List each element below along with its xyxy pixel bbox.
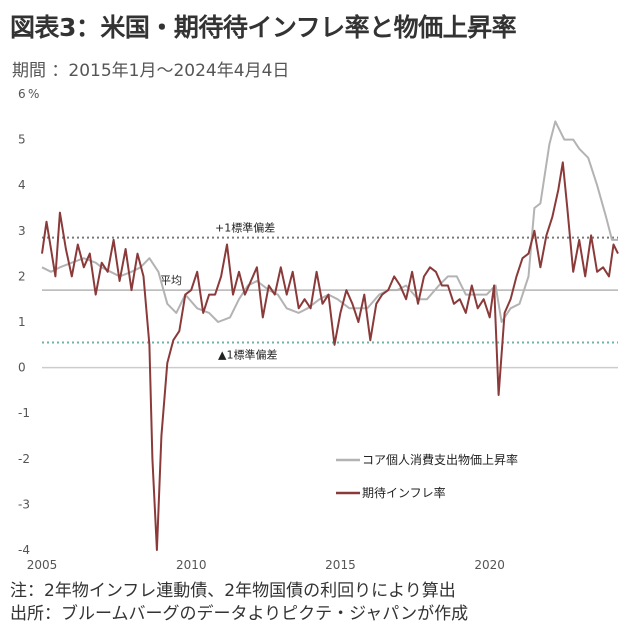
reference-label-1: 平均 bbox=[160, 274, 182, 287]
x-tick-label: 2010 bbox=[176, 558, 207, 572]
y-tick-label: -1 bbox=[18, 406, 30, 420]
y-tick-label: 6 bbox=[18, 87, 26, 101]
y-unit-label: % bbox=[28, 87, 39, 101]
y-tick-label: 1 bbox=[18, 315, 26, 329]
footer-notes: 注：2年物インフレ連動債、2年物国債の利回りにより算出 出所：ブルームバーグのデ… bbox=[10, 580, 468, 626]
x-tick-label: 2020 bbox=[474, 558, 505, 572]
x-tick-label: 2015 bbox=[325, 558, 356, 572]
y-tick-label: -2 bbox=[18, 452, 30, 466]
legend-label-1: 期待インフレ率 bbox=[362, 485, 446, 500]
y-tick-label: 3 bbox=[18, 224, 26, 238]
y-tick-label: 0 bbox=[18, 361, 26, 375]
y-tick-label: 5 bbox=[18, 133, 26, 147]
reference-label-0: +1標準偏差 bbox=[215, 221, 275, 235]
x-tick-label: 2005 bbox=[27, 558, 58, 572]
y-tick-label: -3 bbox=[18, 497, 30, 511]
series-line-0 bbox=[41, 120, 618, 323]
y-tick-label: 4 bbox=[18, 178, 26, 192]
reference-label-2: ▲1標準偏差 bbox=[218, 348, 277, 362]
y-tick-label: 2 bbox=[18, 269, 26, 283]
source-note: 出所：ブルームバーグのデータよりピクテ・ジャパンが作成 bbox=[10, 604, 469, 624]
y-tick-label: -4 bbox=[18, 543, 30, 557]
series-line-1 bbox=[41, 161, 619, 551]
page-title: 図表3：米国・期待待インフレ率と物価上昇率 bbox=[10, 13, 517, 42]
period-subtitle: 期間 ：2015年1月～2024年4月4日 bbox=[12, 61, 290, 81]
footnote: 注：2年物インフレ連動債、2年物国債の利回りにより算出 bbox=[10, 581, 456, 601]
legend-label-0: コア個人消費支出物価上昇率 bbox=[362, 452, 518, 467]
